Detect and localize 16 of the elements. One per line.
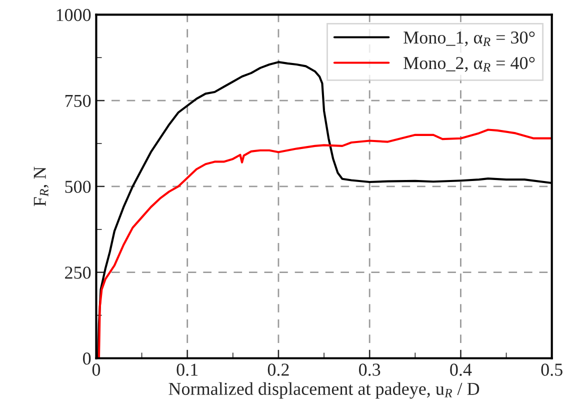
y-axis-title: F$_{R}$, N xyxy=(34,166,49,206)
y-tick-label: 750 xyxy=(65,94,91,107)
x-tick-label: 0.4 xyxy=(450,364,472,376)
x-axis-title: Normalized displacement at padeye, u$_{R}$ / D xyxy=(168,382,480,399)
y-tick-label: 0 xyxy=(83,352,91,365)
x-tick-label: 0.2 xyxy=(268,364,289,376)
line-series xyxy=(98,128,552,358)
y-tick-label: 250 xyxy=(65,266,91,279)
legend-label: Mono_1, α$_{R}$ = 30° xyxy=(404,31,535,46)
y-tick-label: 1000 xyxy=(56,8,91,22)
x-tick-label: 0.3 xyxy=(359,364,380,376)
x-tick-label: 0.1 xyxy=(176,364,198,376)
legend-label: Mono_2, α$_{R}$ = 40° xyxy=(404,56,535,72)
y-tick-label: 500 xyxy=(65,180,91,193)
x-tick-label: 0.5 xyxy=(541,364,562,376)
x-tick-label: 0 xyxy=(92,364,100,376)
